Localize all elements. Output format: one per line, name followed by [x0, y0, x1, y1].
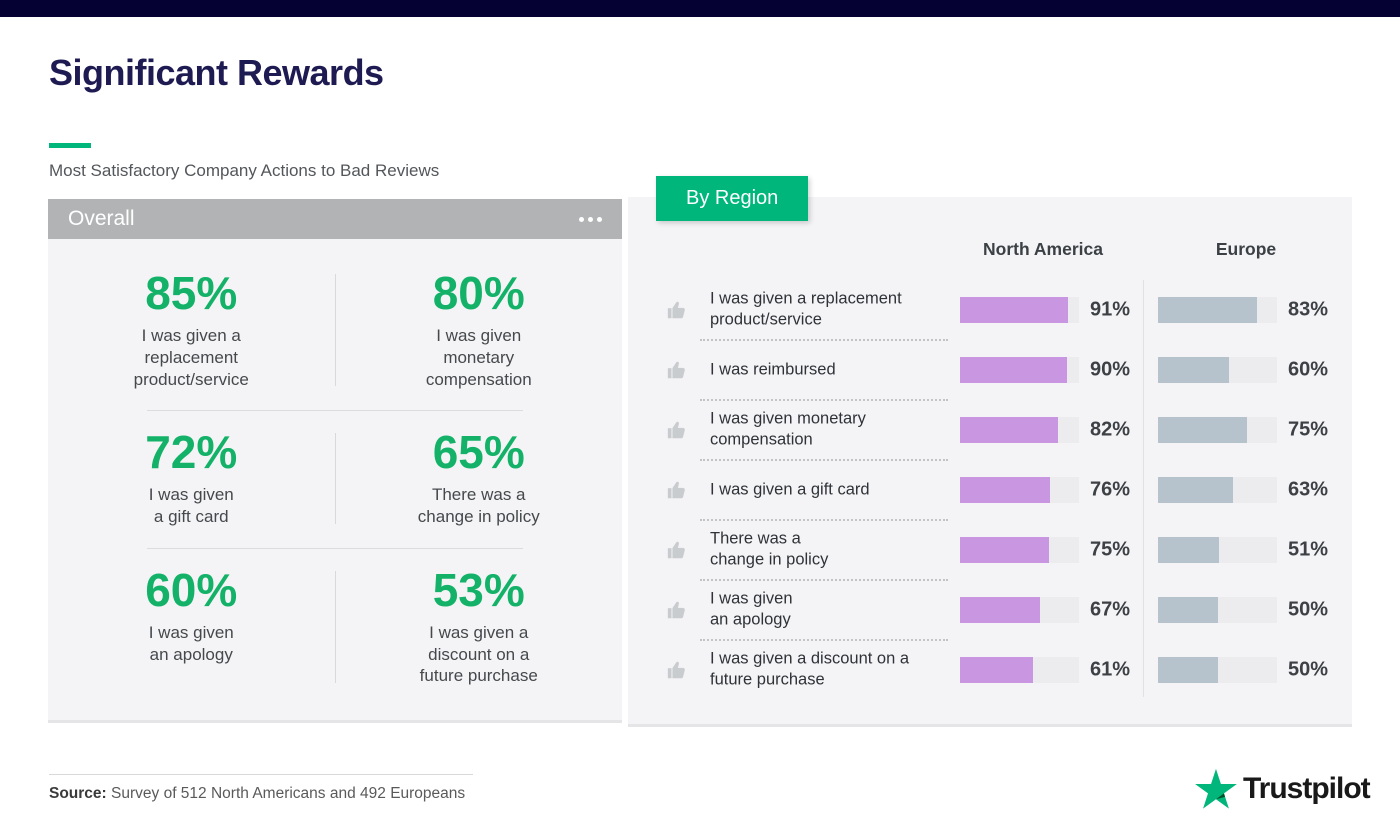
- cell-divider: [334, 433, 336, 524]
- row-divider: [147, 547, 523, 549]
- value-north-america: 76%: [1090, 478, 1131, 501]
- bar-north-america: [960, 297, 1079, 323]
- value-europe: 75%: [1288, 418, 1329, 441]
- overall-stat: 60% I was given an apology: [48, 567, 335, 687]
- overall-stat: 72% I was given a gift card: [48, 429, 335, 528]
- value-europe: 60%: [1288, 358, 1329, 381]
- thumbs-up-icon: [666, 599, 688, 621]
- region-row: I was given an apology 67% 50%: [628, 580, 1352, 641]
- stat-label: I was given an apology: [148, 622, 234, 664]
- stat-label: I was given monetary compensation: [425, 326, 532, 389]
- value-europe: 83%: [1288, 298, 1329, 321]
- region-row: I was given a discount on a future purch…: [628, 640, 1352, 700]
- bar-europe: [1158, 537, 1277, 563]
- region-rows: I was given a replacement product/servic…: [628, 280, 1352, 700]
- action-label: I was given an apology: [710, 589, 793, 629]
- overall-stat: 65% There was a change in policy: [336, 429, 623, 528]
- action-label: I was given a replacement product/servic…: [710, 289, 902, 329]
- stat-value: 72%: [145, 426, 238, 479]
- value-north-america: 90%: [1090, 358, 1131, 381]
- bar-europe: [1158, 417, 1277, 443]
- thumbs-up-icon: [666, 479, 688, 501]
- stat-value: 80%: [432, 267, 525, 319]
- bar-north-america: [960, 537, 1079, 563]
- trustpilot-star-icon: [1195, 768, 1237, 809]
- overall-stats-row: 60% I was given an apology 53% I was given …: [48, 549, 622, 707]
- bar-north-america: [960, 477, 1079, 503]
- value-europe: 63%: [1288, 478, 1329, 501]
- action-label: I was given a gift card: [710, 480, 870, 499]
- region-row: I was given a gift card 76% 63%: [628, 460, 1352, 521]
- value-north-america: 61%: [1090, 658, 1131, 681]
- ellipsis-menu-icon[interactable]: [579, 216, 602, 222]
- top-accent-bar: [0, 0, 1400, 17]
- action-label: I was given a discount on a future purch…: [710, 649, 910, 689]
- bar-europe: [1158, 657, 1277, 683]
- trustpilot-wordmark: Trustpilot: [1243, 771, 1371, 805]
- overall-stat: 53% I was given a discount on a future pu…: [336, 567, 623, 687]
- value-north-america: 91%: [1090, 298, 1131, 321]
- action-label: I was reimbursed: [710, 360, 836, 379]
- source-note: Source: Survey of 512 North Americans an…: [49, 785, 465, 803]
- bar-europe: [1158, 357, 1277, 383]
- thumbs-up-icon: [666, 539, 688, 561]
- action-label: I was given monetary compensation: [710, 409, 866, 449]
- overall-panel-title: Overall: [68, 207, 135, 230]
- bar-north-america: [960, 597, 1079, 623]
- stat-label: There was a change in policy: [417, 485, 540, 526]
- bar-europe: [1158, 477, 1277, 503]
- action-label: There was a change in policy: [710, 529, 829, 569]
- stat-label: I was given a discount on a future purch…: [419, 622, 538, 686]
- thumbs-up-icon: [666, 359, 688, 381]
- source-label: Source:: [49, 785, 107, 802]
- cell-divider: [334, 274, 336, 387]
- tab-by-region[interactable]: By Region: [656, 176, 809, 221]
- stat-value: 53%: [432, 563, 525, 616]
- bar-north-america: [960, 417, 1079, 443]
- region-row: There was a change in policy 75% 51%: [628, 520, 1352, 581]
- overall-stats-row: 72% I was given a gift card 65% There was a…: [48, 411, 622, 548]
- value-europe: 50%: [1288, 658, 1329, 681]
- by-region-panel: North America Europe I was given a repla…: [628, 197, 1352, 727]
- stat-value: 65%: [432, 426, 525, 479]
- region-row: I was reimbursed 90% 60%: [628, 340, 1352, 401]
- page-subtitle: Most Satisfactory Company Actions to Bad…: [49, 161, 440, 180]
- thumbs-up-icon: [666, 419, 688, 441]
- trustpilot-logo: Trustpilot: [1195, 768, 1371, 809]
- overall-panel-header: Overall: [48, 199, 622, 239]
- bar-europe: [1158, 297, 1277, 323]
- overall-stats-grid: 85% I was given a replacement product/ser…: [48, 239, 622, 720]
- value-north-america: 67%: [1090, 598, 1131, 621]
- overall-stat: 85% I was given a replacement product/ser…: [48, 270, 335, 390]
- value-europe: 50%: [1288, 598, 1329, 621]
- region-row: I was given a replacement product/servic…: [628, 280, 1352, 341]
- thumbs-up-icon: [666, 659, 688, 681]
- bar-europe: [1158, 597, 1277, 623]
- region-row: I was given monetary compensation 82% 75%: [628, 400, 1352, 461]
- overall-stats-row: 85% I was given a replacement product/ser…: [48, 252, 622, 410]
- source-divider: [49, 774, 473, 775]
- bar-north-america: [960, 657, 1079, 683]
- stat-value: 85%: [145, 267, 238, 319]
- value-north-america: 82%: [1090, 418, 1131, 441]
- region-column-divider: [1143, 280, 1144, 697]
- value-north-america: 75%: [1090, 538, 1131, 561]
- cell-divider: [334, 570, 336, 683]
- source-text: Survey of 512 North Americans and 492 Eu…: [111, 785, 466, 802]
- bar-north-america: [960, 357, 1079, 383]
- overall-panel: Overall 85% I was given a replacement pro…: [48, 199, 622, 723]
- column-header-europe: Europe: [1215, 239, 1277, 259]
- value-europe: 51%: [1288, 538, 1329, 561]
- stat-label: I was given a gift card: [148, 485, 234, 526]
- title-accent-dash: [49, 143, 91, 148]
- column-header-north-america: North America: [983, 239, 1103, 259]
- page-title: Significant Rewards: [49, 52, 384, 93]
- thumbs-up-icon: [666, 299, 688, 321]
- overall-stat: 80% I was given monetary compensation: [336, 270, 623, 390]
- stat-value: 60%: [145, 563, 238, 616]
- stat-label: I was given a replacement product/servic…: [133, 326, 249, 389]
- row-divider: [147, 410, 523, 412]
